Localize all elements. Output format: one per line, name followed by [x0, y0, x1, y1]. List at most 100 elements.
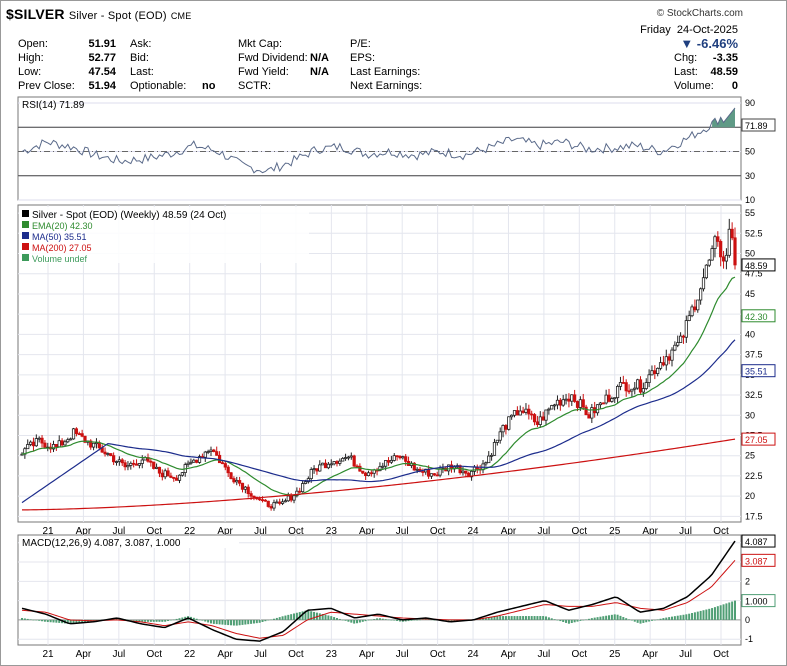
- price-candle-body: [644, 382, 648, 389]
- open-label: Open:: [18, 38, 48, 50]
- price-candle-body: [57, 440, 61, 448]
- price-candle-body: [730, 228, 734, 239]
- macd-histogram-bar: [642, 619, 645, 623]
- macd-histogram-bar: [587, 618, 590, 620]
- price-x-label: 22: [184, 526, 196, 537]
- macd-histogram-bar: [212, 619, 215, 624]
- price-candle-body: [384, 460, 388, 467]
- fwdyield-label: Fwd Yield:: [238, 66, 289, 78]
- macd-histogram-bar: [513, 616, 516, 620]
- optionable-label: Optionable:: [130, 80, 187, 92]
- macd-histogram-bar: [719, 605, 722, 620]
- price-candle-body: [595, 404, 600, 414]
- macd-histogram-bar: [358, 619, 361, 623]
- macd-histogram-bar: [247, 619, 250, 625]
- macd-histogram-bar: [479, 618, 482, 620]
- price-candle-body: [615, 386, 620, 399]
- price-legend-entry: Volume undef: [32, 254, 88, 264]
- macd-histogram-bar: [250, 619, 253, 624]
- macd-histogram-bar: [307, 610, 310, 620]
- macd-histogram-bar: [427, 619, 430, 620]
- macd-histogram-bar: [227, 619, 230, 626]
- macd-histogram-bar: [275, 617, 278, 620]
- price-candle-body: [361, 470, 365, 474]
- price-candle-body: [547, 408, 551, 411]
- macd-x-label: Oct: [288, 649, 304, 660]
- price-candle-body: [189, 461, 193, 464]
- macd-histogram-bar: [370, 619, 373, 621]
- macd-histogram-bar: [293, 613, 296, 620]
- macd-histogram-bar: [207, 619, 210, 623]
- price-candle-body: [28, 441, 33, 445]
- price-tick-label: 37.5: [745, 350, 763, 360]
- macd-histogram-bar: [716, 606, 719, 620]
- macd-histogram-bar: [21, 617, 23, 620]
- macd-histogram-bar: [310, 611, 313, 620]
- price-candle-body: [613, 397, 617, 400]
- macd-histogram-bar: [665, 617, 668, 620]
- macd-x-label: Apr: [642, 649, 658, 660]
- macd-histogram-bar: [633, 619, 636, 622]
- price-candle-body: [627, 390, 631, 393]
- macd-histogram-bar: [215, 619, 218, 625]
- macd-histogram-bar: [192, 617, 195, 620]
- macd-histogram-bar: [567, 619, 570, 624]
- price-candle-body: [352, 455, 356, 467]
- price-candle-body: [246, 486, 250, 495]
- price-candle-body: [707, 259, 711, 266]
- price-candle-body: [66, 439, 70, 443]
- macd-histogram-bar: [622, 617, 625, 620]
- macd-histogram-bar: [384, 619, 387, 620]
- macd-histogram-bar: [181, 617, 184, 620]
- price-candle-body: [447, 464, 451, 472]
- price-candle-body: [372, 469, 376, 474]
- price-tick-label: 47.5: [745, 269, 763, 279]
- price-candle-body: [693, 306, 697, 311]
- price-tick-label: 45: [745, 289, 755, 299]
- rsi-last-label: 71.89: [745, 121, 768, 131]
- brand-logo[interactable]: © StockCharts.com: [656, 8, 743, 19]
- macd-histogram-bar: [304, 610, 307, 620]
- price-candle-body: [618, 382, 623, 387]
- macd-histogram-bar: [161, 619, 164, 622]
- rsi-tick-label: 50: [745, 147, 755, 157]
- price-candle-body: [681, 335, 686, 338]
- price-candle-body: [647, 374, 651, 383]
- price-x-label: Oct: [146, 526, 162, 537]
- macd-histogram-bar: [301, 611, 304, 620]
- price-candle-body: [492, 442, 497, 456]
- macd-histogram-bar: [218, 619, 221, 625]
- price-tick-label: 40: [745, 329, 755, 339]
- macd-histogram-bar: [734, 600, 736, 620]
- macd-histogram-bar: [656, 619, 659, 620]
- macd-histogram-bar: [72, 619, 75, 624]
- price-candle-body: [123, 462, 127, 468]
- price-candle-body: [610, 398, 614, 402]
- macd-panel: [17, 534, 742, 646]
- price-candle-body: [117, 459, 121, 462]
- price-tick-label: 32.5: [745, 390, 763, 400]
- quote-panel: Friday 24-Oct-2025 Open: 51.91 Ask: Mkt …: [18, 24, 742, 94]
- nextearn-label: Next Earnings:: [350, 80, 423, 92]
- price-candle-body: [137, 463, 142, 466]
- price-candle-body: [676, 342, 680, 346]
- price-candle-body: [636, 379, 640, 389]
- macd-histogram-bar: [172, 619, 175, 621]
- price-candle-body: [169, 475, 173, 478]
- price-candle-body: [667, 356, 671, 361]
- price-candle-body: [653, 370, 657, 374]
- price-candle-body: [286, 495, 290, 502]
- macd-histogram-bar: [542, 616, 545, 620]
- macd-histogram-bar: [198, 619, 201, 621]
- macd-x-label: Jul: [537, 649, 550, 660]
- price-x-label: Jul: [112, 526, 125, 537]
- macd-histogram-bar: [599, 616, 602, 620]
- price-candle-body: [280, 501, 285, 504]
- macd-histogram-bar: [682, 614, 685, 620]
- macd-histogram-bar: [138, 619, 141, 622]
- price-candle-body: [177, 474, 182, 481]
- macd-histogram-bar: [662, 618, 665, 620]
- price-candle-body: [263, 499, 267, 502]
- price-candle-body: [209, 449, 213, 452]
- rsi-legend-bg: [20, 100, 32, 110]
